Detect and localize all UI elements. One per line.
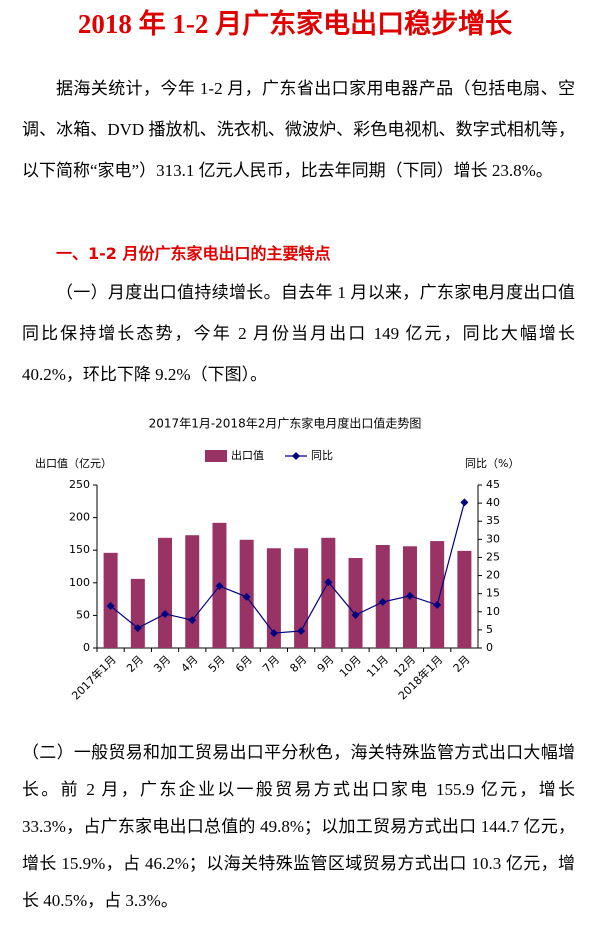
marker: [433, 600, 442, 609]
bar: [375, 544, 390, 648]
x-tick-label: 2月: [451, 653, 473, 675]
y2-tick-label: 10: [486, 605, 500, 618]
marker: [215, 582, 224, 591]
y-tick-label: 100: [69, 576, 90, 589]
y-tick-label: 150: [69, 543, 90, 556]
bar: [103, 552, 118, 648]
paragraph: （二）一般贸易和加工贸易出口平分秋色，海关特殊监管方式出口大幅增长。前 2 月，…: [22, 743, 575, 910]
legend-label: 同比: [311, 449, 333, 462]
marker: [297, 626, 306, 635]
x-tick-label: 11月: [364, 653, 391, 680]
y-tick-label: 200: [69, 511, 90, 524]
marker: [242, 592, 251, 601]
x-tick-label: 9月: [315, 653, 337, 675]
section-heading: 一、1-2 月份广东家电出口的主要特点: [56, 244, 331, 263]
marker: [133, 624, 142, 633]
line: [110, 502, 465, 634]
y2-tick-label: 15: [486, 587, 500, 600]
marker: [324, 578, 333, 587]
marker: [161, 609, 170, 618]
y2-tick-label: 0: [486, 641, 493, 654]
bar: [130, 578, 145, 648]
y-tick-label: 0: [83, 641, 90, 654]
bar: [266, 548, 281, 648]
legend-label: 出口值: [231, 448, 264, 462]
x-tick-label: 2017年1月: [69, 652, 119, 702]
y2-tick-label: 20: [486, 569, 500, 582]
x-tick-label: 6月: [233, 653, 255, 675]
chart-title: 2017年1月-2018年2月广东家电月度出口值走势图: [149, 416, 422, 431]
marker: [378, 597, 387, 606]
paragraph: （一）月度出口值持续增长。自去年 1 月以来，广东家电月度出口值同比保持增长态势…: [22, 283, 575, 384]
x-tick-label: 3月: [151, 653, 173, 675]
x-tick-label: 2月: [124, 653, 146, 675]
y2-axis-title: 同比（%）: [465, 457, 519, 470]
y2-tick-label: 5: [486, 623, 493, 636]
y2-tick-label: 45: [486, 478, 500, 491]
marker: [405, 591, 414, 600]
x-tick-label: 7月: [260, 653, 282, 675]
paragraph: 据海关统计，今年 1-2 月，广东省出口家用电器产品（包括电扇、空调、冰箱、DV…: [22, 79, 575, 180]
y-tick-label: 250: [69, 478, 90, 491]
legend-swatch: [205, 450, 227, 462]
y2-tick-label: 30: [486, 532, 500, 545]
y-tick-label: 50: [76, 608, 90, 621]
legend-swatch: [292, 452, 300, 460]
marker: [106, 601, 115, 610]
y-axis-title: 出口值（亿元）: [35, 456, 112, 470]
x-tick-label: 5月: [206, 653, 228, 675]
marker: [269, 629, 278, 638]
y2-tick-label: 25: [486, 550, 500, 563]
bar: [185, 535, 200, 648]
chart: 2017年1月-2018年2月广东家电月度出口值走势图 出口值（亿元） 同比（%…: [35, 416, 519, 703]
y2-tick-label: 35: [486, 514, 500, 527]
bar: [348, 558, 363, 648]
y2-tick-label: 40: [486, 496, 500, 509]
bar: [430, 541, 445, 648]
bar: [321, 537, 336, 648]
bar: [294, 548, 309, 648]
marker: [460, 498, 469, 507]
marker: [351, 611, 360, 620]
bar: [158, 537, 173, 648]
bar: [457, 550, 472, 648]
marker: [188, 616, 197, 625]
doc-title: 2018 年 1-2 月广东家电出口稳步增长: [77, 9, 513, 39]
x-tick-label: 8月: [287, 653, 309, 675]
x-tick-label: 10月: [337, 653, 364, 680]
x-tick-label: 4月: [179, 653, 201, 675]
